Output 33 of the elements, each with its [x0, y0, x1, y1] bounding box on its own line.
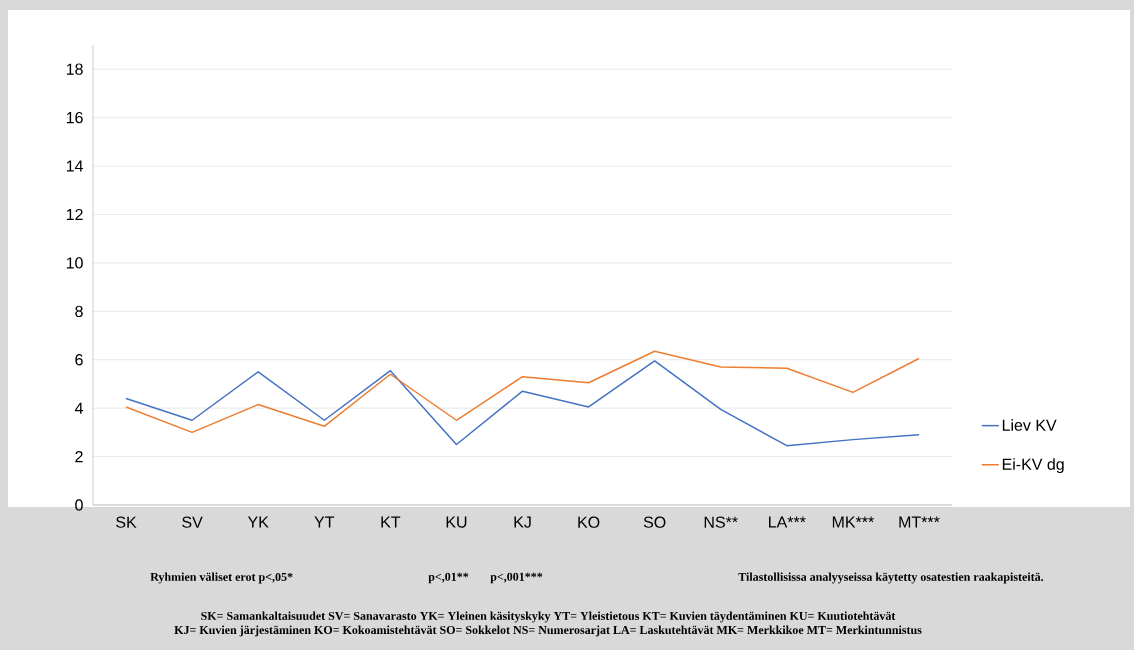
- line-series: [125, 360, 920, 447]
- x-tick-label: MK***: [832, 516, 874, 528]
- y-tick-label: 6: [75, 354, 83, 366]
- y-tick-label: 4: [74, 402, 83, 414]
- text: SK= Samankaltaisuudet SV= Sanavarasto YK= Yleinen käsityskyky YT= Yleistietous KT= Kuvien täydentäminen KU= Kuutiotehtävät: [201, 611, 896, 623]
- x-tick-label: YT: [314, 516, 335, 528]
- x-tick-label: SO: [643, 516, 666, 528]
- y-tick-label: 14: [66, 160, 83, 172]
- y-tick-label: 12: [66, 208, 83, 221]
- text: Ryhmien väliset erot p<,05*: [150, 572, 293, 584]
- x-tick-label: SK: [116, 516, 137, 528]
- y-tick-label: 0: [75, 499, 83, 511]
- line-series: [125, 350, 920, 434]
- x-tick-label: KO: [578, 516, 600, 528]
- legend-label: Ei-KV dg: [1002, 458, 1064, 474]
- y-tick-label: 2: [75, 450, 83, 463]
- x-tick-label: NS**: [704, 516, 738, 528]
- x-tick-label: KU: [446, 516, 467, 528]
- x-tick-label: MT***: [899, 516, 940, 528]
- x-tick-label: KJ: [514, 516, 531, 528]
- x-tick-label: KT: [381, 516, 401, 528]
- x-tick-label: LA***: [769, 516, 806, 528]
- y-tick-label: 16: [66, 111, 83, 124]
- y-tick-label: 18: [66, 63, 83, 75]
- x-tick-label: SV: [182, 516, 203, 528]
- x-tick-label: YK: [247, 516, 269, 528]
- legend-label: Liev KV: [1002, 419, 1057, 431]
- text: Tilastollisissa analyyseissa käytetty osatestien raakapisteitä.: [738, 572, 1044, 584]
- y-tick-label: 10: [66, 257, 83, 269]
- text: p<,001***: [490, 572, 543, 584]
- y-tick-label: 8: [75, 305, 83, 317]
- text: KJ= Kuvien järjestäminen KO= Kokoamistehtävät SO= Sokkelot NS= Numerosarjat LA= Laskutehtävät MK= Merkkikoe MT= Merkintunnistus: [174, 625, 922, 637]
- text: p<,01**: [428, 572, 469, 584]
